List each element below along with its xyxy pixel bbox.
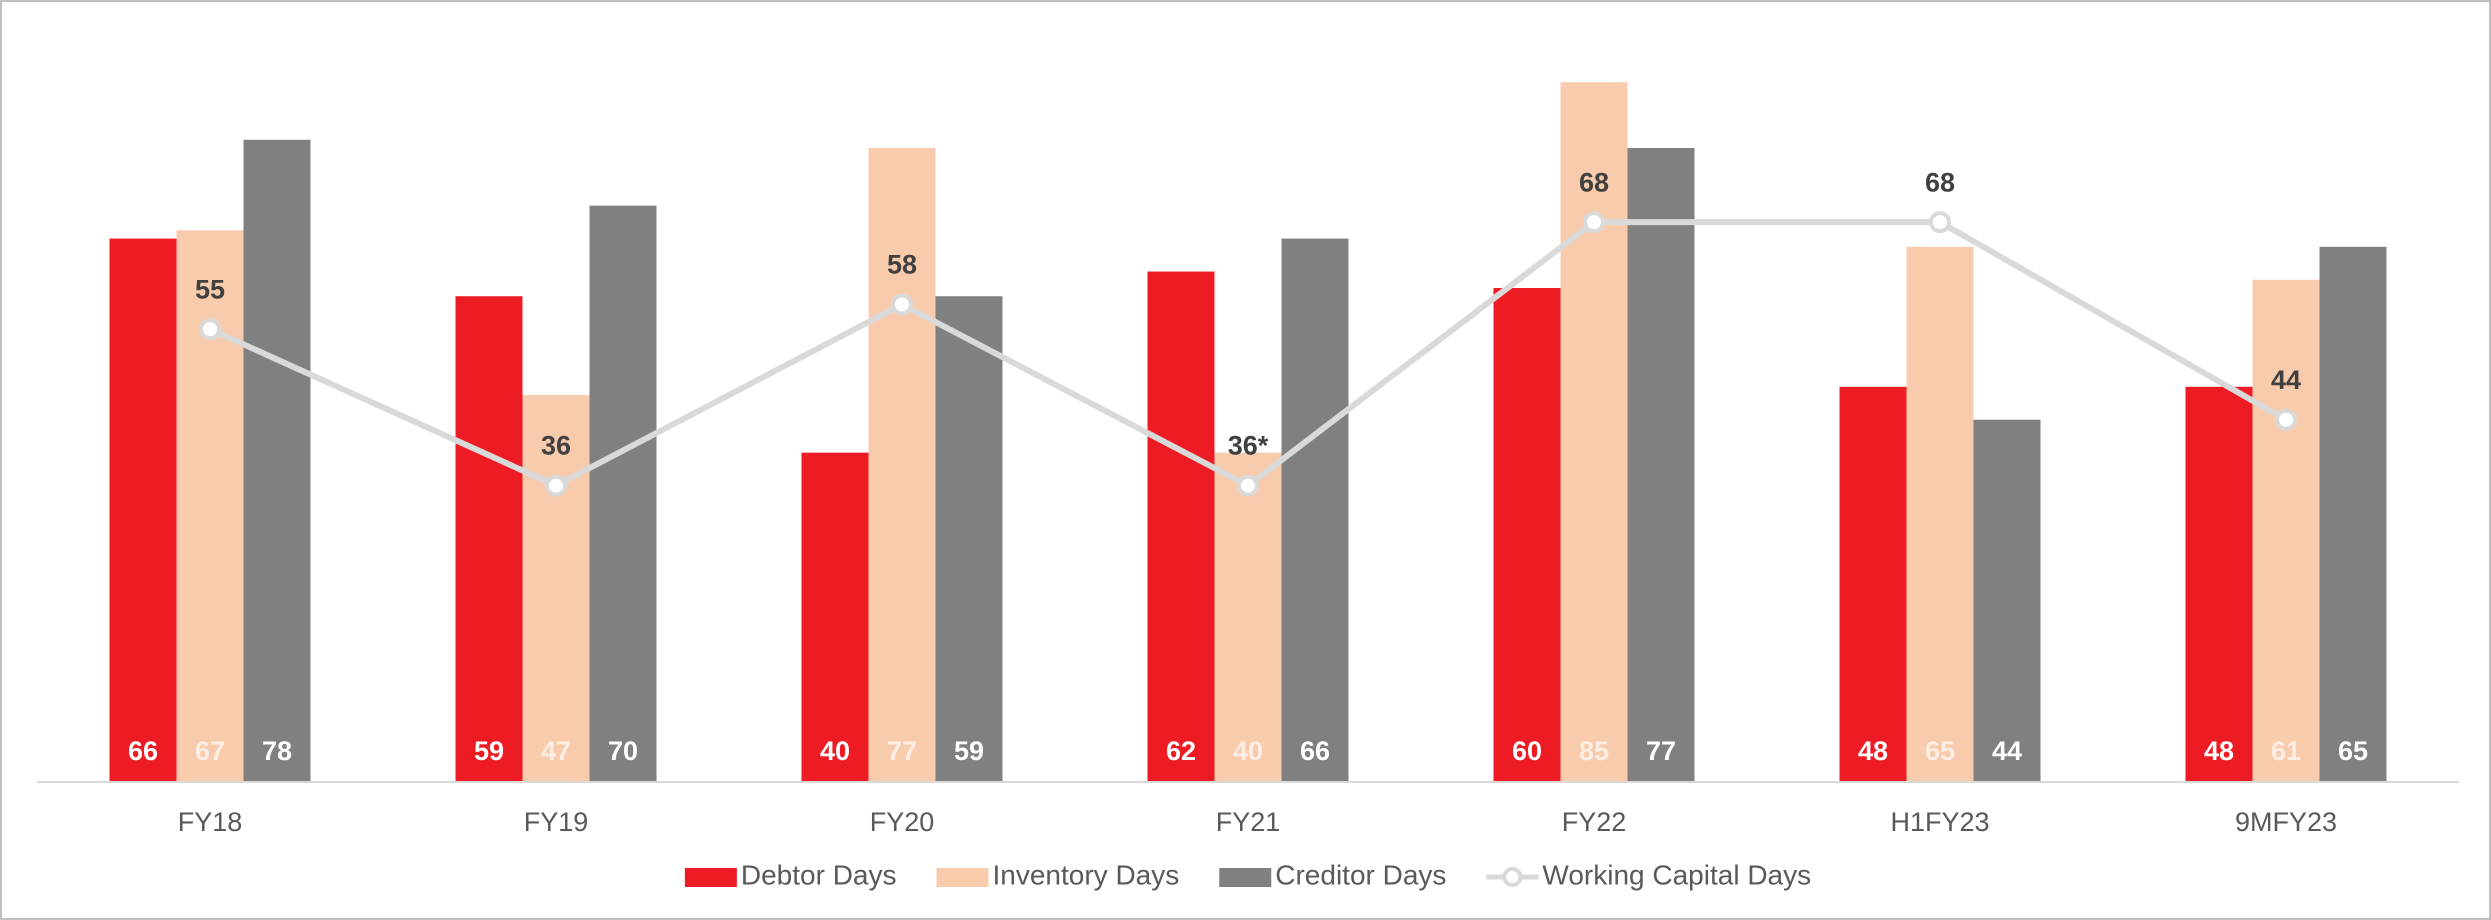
legend-swatch — [1219, 868, 1272, 887]
legend-item: Working Capital Days — [1486, 859, 1811, 890]
legend-label: Debtor Days — [741, 859, 897, 890]
line-marker — [199, 318, 221, 341]
bar — [243, 139, 311, 783]
bar — [176, 230, 244, 782]
line-value-label: 68 — [1579, 167, 1609, 197]
legend-label: Inventory Days — [993, 859, 1180, 890]
x-tick-label: FY18 — [178, 807, 243, 837]
line-value-label: 44 — [2271, 365, 2301, 395]
bar — [1147, 271, 1215, 782]
bar-value-label: 78 — [262, 736, 292, 766]
bar — [1839, 386, 1907, 782]
legend-item: Debtor Days — [684, 859, 897, 890]
bar-value-label: 70 — [608, 736, 638, 766]
line-value-label: 36* — [1228, 431, 1269, 461]
bar-value-label: 60 — [1512, 736, 1542, 766]
line-marker — [891, 293, 913, 316]
bar — [522, 395, 590, 782]
bar-value-label: 67 — [195, 736, 225, 766]
x-tick-label: FY20 — [870, 807, 935, 837]
x-tick-label: FY22 — [1562, 807, 1627, 837]
line-marker — [2275, 408, 2297, 431]
line-marker — [1237, 474, 1259, 497]
bar — [1906, 246, 1974, 783]
bar-value-label: 77 — [887, 736, 917, 766]
bar-value-label: 59 — [474, 736, 504, 766]
bar — [1627, 148, 1695, 783]
line-marker — [545, 474, 567, 497]
bar-value-label: 44 — [1992, 736, 2022, 766]
bar-value-label: 40 — [1233, 736, 1263, 766]
x-tick-label: FY21 — [1216, 807, 1281, 837]
bar-value-label: 61 — [2271, 736, 2301, 766]
bar-value-label: 85 — [1579, 736, 1609, 766]
legend: Debtor Days Inventory Days Creditor Days Wo… — [684, 859, 1811, 890]
legend-swatch — [936, 868, 989, 887]
legend-label: Working Capital Days — [1542, 859, 1811, 890]
legend-swatch — [684, 868, 737, 887]
bar — [455, 296, 523, 782]
bar — [801, 452, 869, 782]
bar — [868, 148, 936, 783]
bar-value-label: 48 — [2204, 736, 2234, 766]
line-value-label: 36 — [541, 431, 571, 461]
bar — [589, 205, 657, 782]
bar-value-label: 65 — [1925, 736, 1955, 766]
legend-label: Creditor Days — [1275, 859, 1446, 890]
bar-value-label: 66 — [128, 736, 158, 766]
bar-value-label: 59 — [954, 736, 984, 766]
bar — [1560, 82, 1628, 782]
bar-value-label: 77 — [1646, 736, 1676, 766]
bar-value-label: 47 — [541, 736, 571, 766]
bar-value-label: 65 — [2338, 736, 2368, 766]
x-tick-label: H1FY23 — [1890, 807, 1989, 837]
line-value-label: 68 — [1925, 167, 1955, 197]
line-value-label: 55 — [195, 274, 225, 304]
line-marker — [1929, 211, 1951, 234]
bar — [2252, 279, 2320, 782]
bar — [935, 296, 1003, 782]
legend-item: Inventory Days — [936, 859, 1180, 890]
bar-value-label: 66 — [1300, 736, 1330, 766]
line-marker — [1583, 211, 1605, 234]
bar — [1973, 419, 2041, 782]
bar — [1281, 238, 1349, 783]
legend-swatch-marker — [1502, 867, 1523, 887]
line-value-label: 58 — [887, 250, 917, 280]
bar-value-label: 40 — [820, 736, 850, 766]
bar — [1493, 288, 1561, 782]
bar — [2185, 386, 2253, 782]
x-tick-label: 9MFY23 — [2235, 807, 2337, 837]
bar — [2319, 246, 2387, 783]
bar-value-label: 62 — [1166, 736, 1196, 766]
legend-item: Creditor Days — [1219, 859, 1446, 890]
bar-value-label: 48 — [1858, 736, 1888, 766]
bar — [1214, 452, 1282, 782]
bar — [109, 238, 177, 783]
x-tick-label: FY19 — [524, 807, 589, 837]
